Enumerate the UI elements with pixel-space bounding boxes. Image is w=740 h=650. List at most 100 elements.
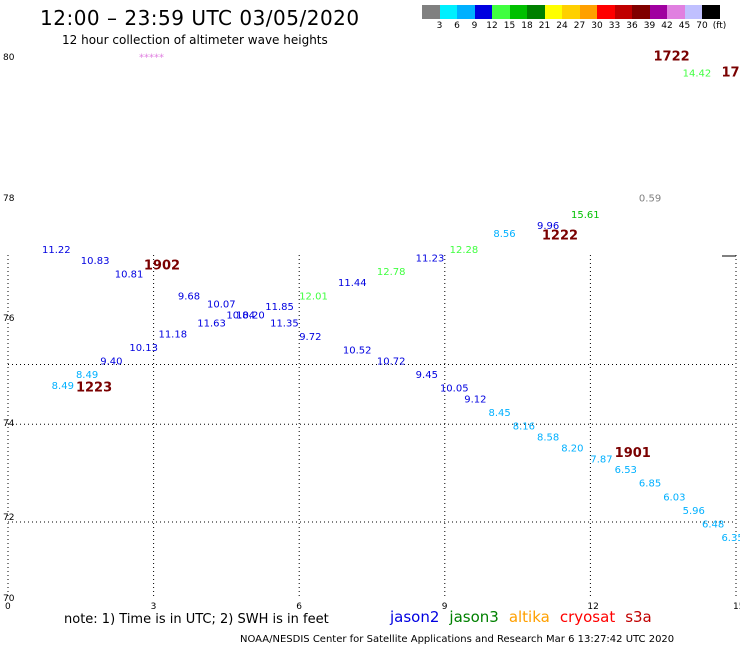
wave-height-value: 11.85 [265, 302, 294, 313]
wave-height-value: 10.52 [343, 346, 372, 357]
wave-height-value: 8.49 [52, 381, 74, 392]
wave-height-value: 0.59 [639, 194, 661, 205]
satellite-pass-time: 1722 [653, 49, 689, 64]
color-scale-label: 70 [696, 21, 708, 31]
wave-height-value: 10.81 [115, 270, 144, 281]
color-swatch-13 [649, 5, 667, 19]
footer-note: note: 1) Time is in UTC; 2) SWH is in fe… [64, 612, 329, 627]
wave-height-value: 11.44 [338, 278, 367, 289]
wave-height-value: 10.07 [207, 299, 236, 310]
color-swatch-15 [684, 5, 702, 19]
page-subtitle: 12 hour collection of altimeter wave hei… [62, 33, 328, 47]
y-axis-tick-label: 70 [3, 594, 15, 604]
color-scale-label: 6 [454, 21, 460, 31]
wave-height-value: 12.78 [377, 267, 406, 278]
wave-height-value: 5.96 [683, 506, 705, 517]
color-scale-label: 30 [591, 21, 603, 31]
wave-height-value: 6.03 [663, 492, 685, 503]
color-scale-label: 42 [661, 21, 673, 31]
x-axis-tick-label: 12 [587, 602, 598, 612]
page-title: 12:00 – 23:59 UTC 03/05/2020 [40, 6, 360, 30]
wave-height-value: 6.85 [639, 479, 661, 490]
wave-height-value: 15.61 [571, 210, 600, 221]
color-scale-label: 9 [471, 21, 478, 31]
wave-height-value: 10.05 [440, 384, 469, 395]
satellite-pass-time: 1222 [542, 229, 578, 244]
legend-altika: altika [508, 608, 550, 626]
color-scale-label: 39 [643, 21, 656, 31]
color-scale-label: 24 [556, 21, 568, 31]
color-swatch-2 [457, 5, 475, 19]
wave-height-value: 11.63 [197, 319, 226, 330]
color-scale-label: 15 [503, 21, 516, 31]
y-axis-tick-label: 78 [3, 194, 15, 204]
wave-height-value: ***** [139, 52, 164, 63]
x-axis-tick-label: 15 [733, 602, 740, 612]
wave-height-value: 8.16 [513, 422, 535, 433]
color-scale-label: 18 [521, 21, 533, 31]
legend-jason3: jason3 [449, 608, 499, 626]
x-axis-tick-label: 6 [296, 602, 302, 612]
legend-jason2: jason2 [390, 608, 440, 626]
wave-height-value: 8.20 [561, 443, 583, 454]
wave-height-value: 10.72 [377, 357, 406, 368]
wave-height-value: 9.72 [299, 332, 321, 343]
color-swatch-6 [527, 5, 545, 19]
color-swatch-3 [474, 5, 492, 19]
color-swatch-0 [422, 5, 440, 19]
satellite-pass-time: 1902 [144, 258, 180, 273]
legend-cryosat: cryosat [559, 608, 616, 626]
color-scale-label: (ft) [712, 21, 727, 31]
y-axis-tick-label: 72 [3, 513, 14, 523]
color-scale-label: 21 [538, 21, 551, 31]
satellite-pass-time: 1223 [76, 381, 112, 396]
wave-height-value: 11.22 [42, 245, 71, 256]
x-axis-tick-label: 0 [5, 602, 11, 612]
wave-height-value: 6.53 [615, 465, 637, 476]
wave-height-value: 11.35 [270, 319, 299, 330]
color-scale-label: 27 [573, 21, 586, 31]
color-scale-label: 3 [436, 21, 443, 31]
color-scale-label: 12 [486, 21, 498, 31]
color-scale-label: 36 [626, 21, 638, 31]
wave-height-value: 6.35 [721, 533, 740, 544]
color-swatch-11 [614, 5, 632, 19]
wave-height-value: 9.40 [100, 357, 122, 368]
wave-height-value: 9.12 [464, 395, 486, 406]
color-scale-labels: 3 6 9 12 15 18 21 24 27 30 33 36 39 42 45 70 (ft) [422, 21, 740, 33]
wave-height-value: 10.83 [81, 256, 110, 267]
color-swatch-12 [632, 5, 650, 19]
wave-height-value: 12.01 [299, 291, 328, 302]
color-swatch-5 [509, 5, 527, 19]
color-swatch-4 [492, 5, 510, 19]
wave-height-value: 7.87 [590, 454, 612, 465]
color-scale-label: 33 [608, 21, 621, 31]
color-swatch-14 [667, 5, 685, 19]
wave-height-value: 14.42 [683, 69, 712, 80]
color-swatch-8 [562, 5, 580, 19]
x-axis-tick-label: 9 [442, 602, 448, 612]
footer-credit: NOAA/NESDIS Center for Satellite Applica… [240, 634, 675, 645]
wave-height-value: 11.18 [158, 329, 187, 340]
wave-height-value: 9.45 [416, 370, 438, 381]
wave-height-value: 10.84 [226, 310, 255, 321]
wave-height-value: 10.13 [129, 343, 158, 354]
color-swatch-16 [702, 5, 720, 19]
satellite-pass-time: 172 [721, 66, 740, 81]
satellite-pass-time: 1901 [615, 446, 651, 461]
wave-height-value: 11.23 [416, 253, 445, 264]
y-axis-tick-label: 74 [3, 419, 15, 429]
y-axis-tick-label: 76 [3, 314, 15, 324]
color-swatch-1 [439, 5, 457, 19]
wave-height-value: 9.96 [537, 221, 559, 232]
wave-height-value: 12.28 [450, 245, 479, 256]
color-swatch-9 [579, 5, 597, 19]
wave-height-value: 8.45 [488, 408, 510, 419]
y-axis-tick-label: 80 [3, 53, 15, 63]
legend-s3a: s3a [625, 608, 652, 626]
satellite-legend: jason2 jason3 altika cryosat s3a [390, 608, 652, 626]
x-axis-tick-label: 3 [151, 602, 157, 612]
wave-height-value: 8.58 [537, 433, 559, 444]
color-scale-bar [422, 5, 720, 19]
